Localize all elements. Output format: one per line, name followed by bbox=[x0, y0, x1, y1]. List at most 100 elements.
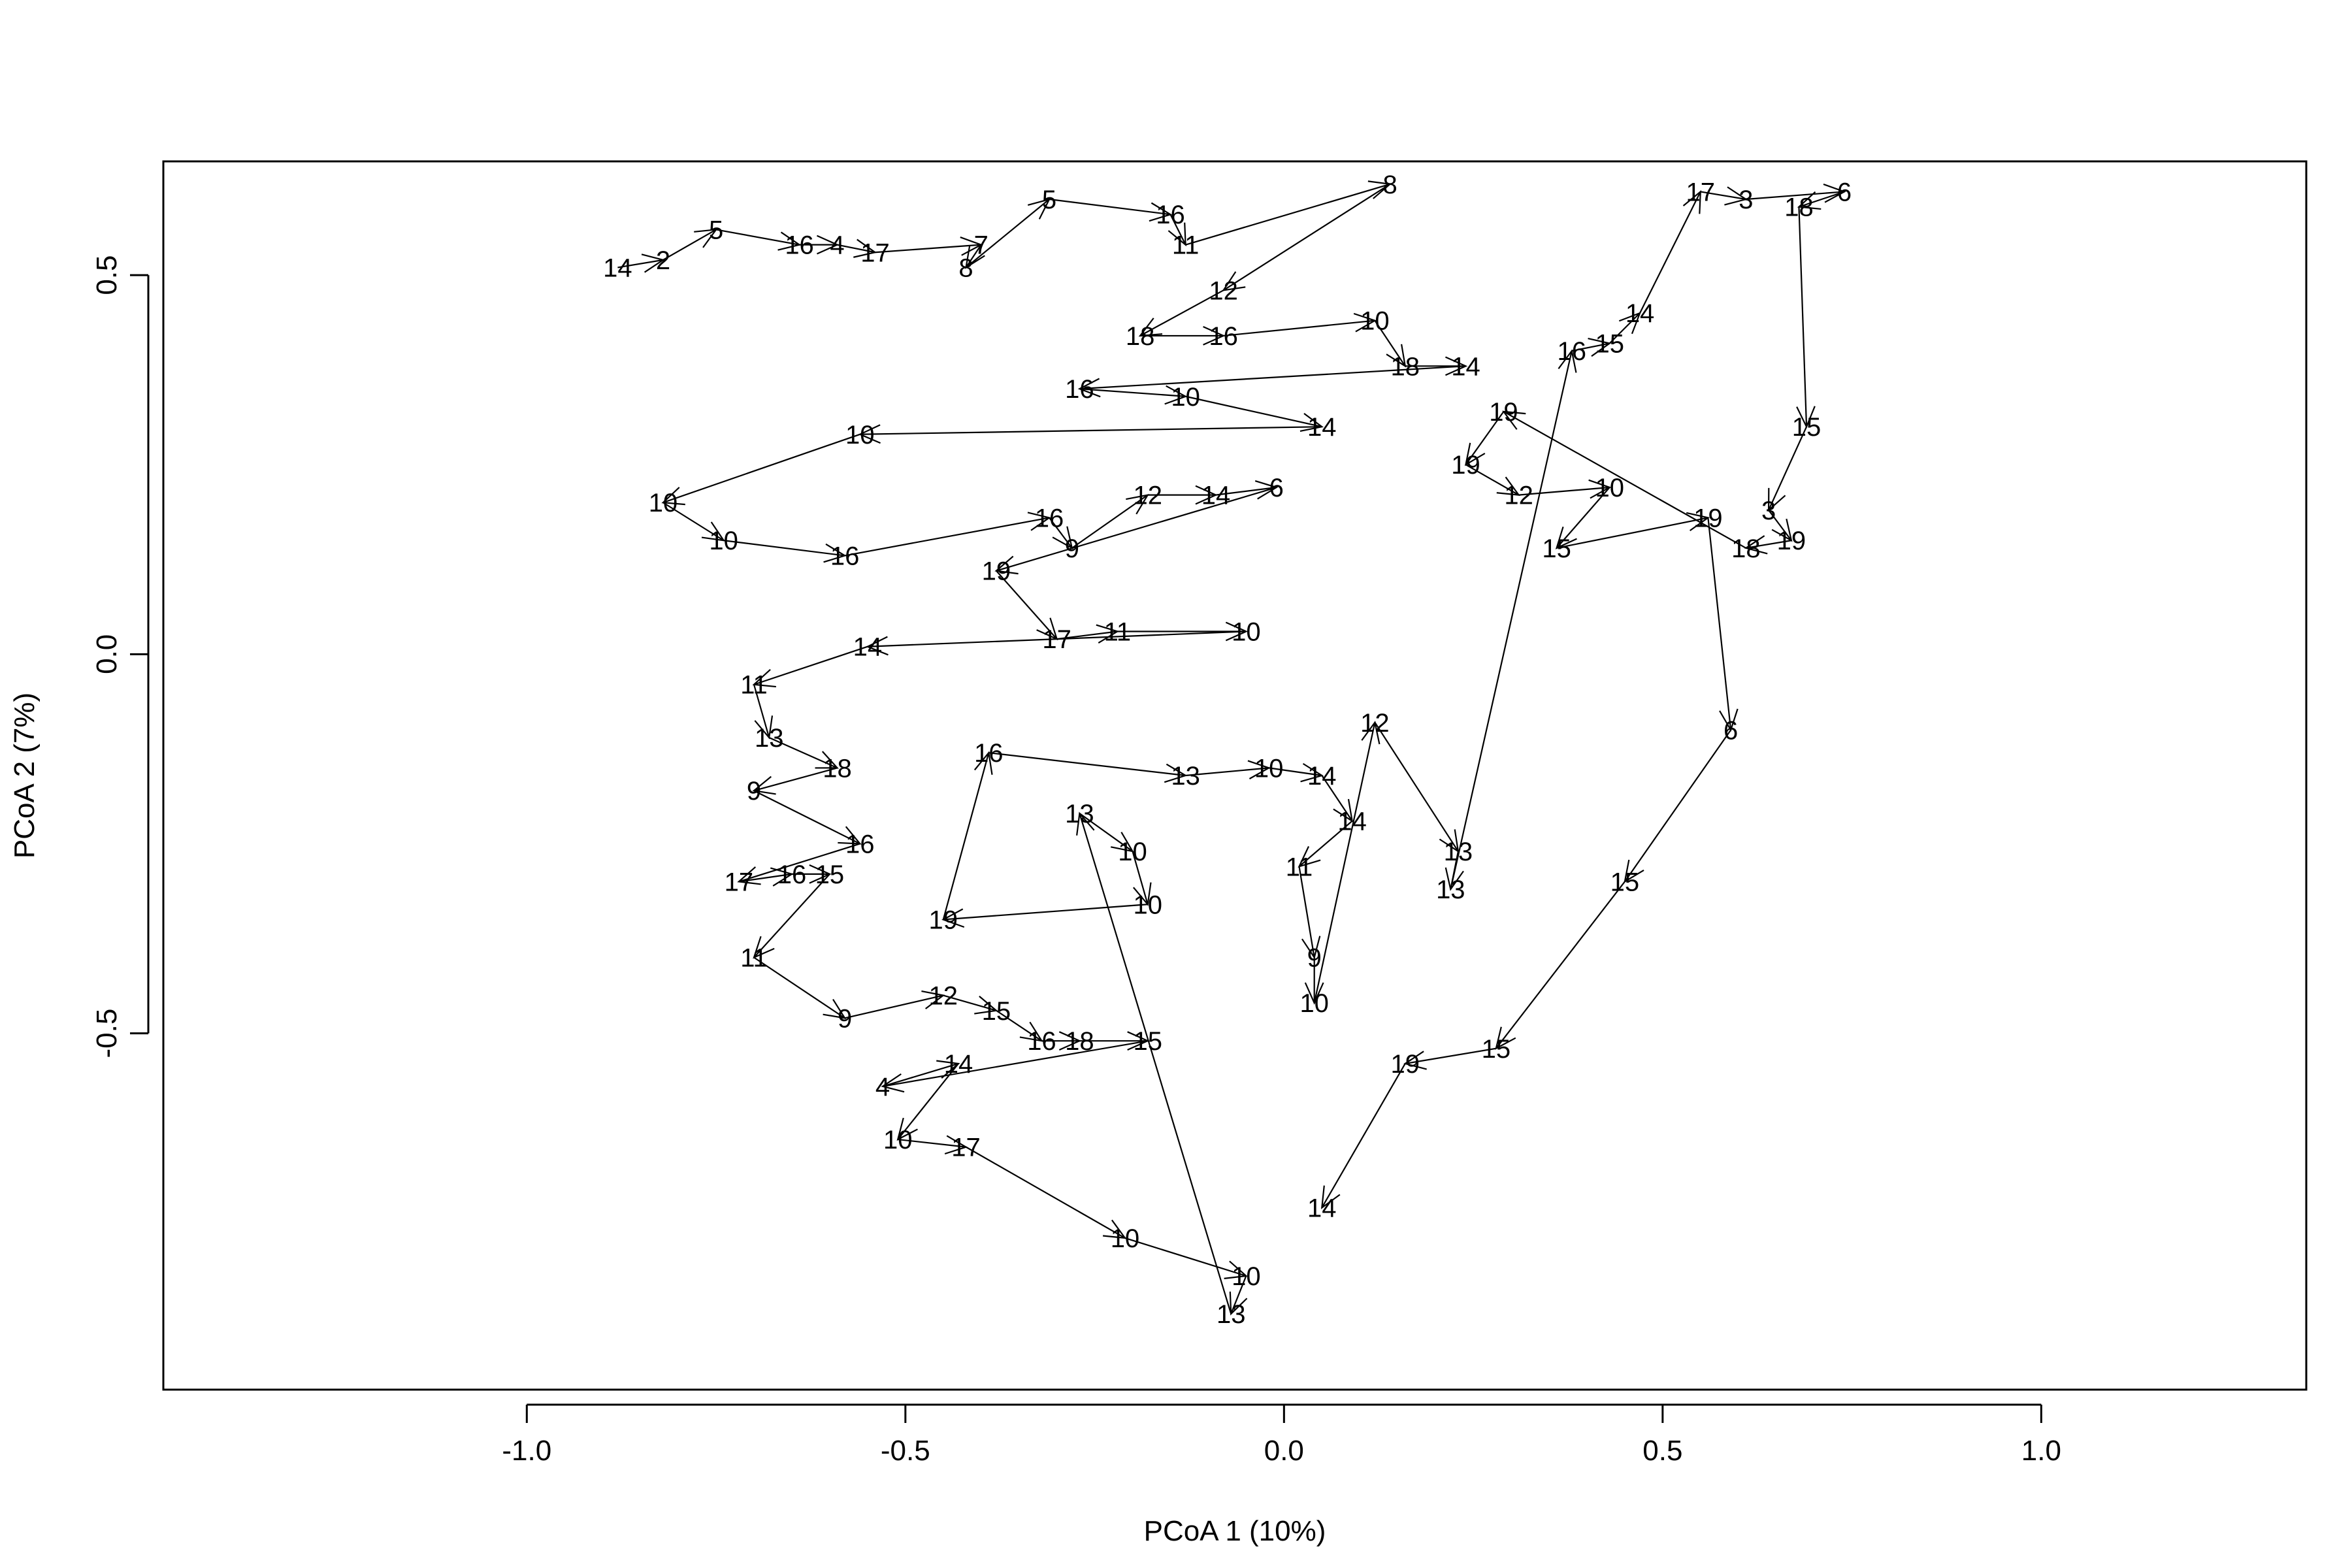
sample-label: 10 bbox=[709, 527, 738, 555]
sample-label: 15 bbox=[1610, 868, 1640, 896]
sample-label: 10 bbox=[1254, 754, 1284, 783]
sample-label: 15 bbox=[1542, 534, 1571, 563]
sample-label: 10 bbox=[1232, 618, 1261, 647]
sample-label: 14 bbox=[1307, 762, 1337, 791]
sample-label: 11 bbox=[1104, 618, 1132, 647]
y-axis: -0.5 0.0 0.5 bbox=[91, 255, 150, 1058]
x-axis: -1.0 -0.5 0.0 0.5 1.0 bbox=[502, 1403, 2061, 1467]
sample-label: 18 bbox=[1731, 534, 1761, 563]
sample-label: 14 bbox=[1451, 352, 1480, 381]
y-tick-label: 0.0 bbox=[91, 634, 123, 674]
sample-label: 13 bbox=[1444, 838, 1473, 866]
sample-label: 16 bbox=[1209, 322, 1238, 351]
sample-label: 19 bbox=[929, 906, 958, 934]
x-axis-title: PCoA 1 (10%) bbox=[1144, 1515, 1326, 1547]
sample-label: 14 bbox=[1201, 482, 1231, 510]
sample-label: 9 bbox=[838, 1004, 852, 1033]
sample-label: 16 bbox=[1558, 337, 1587, 366]
sample-label: 17 bbox=[725, 868, 754, 896]
sample-label: 10 bbox=[1111, 1224, 1140, 1253]
sample-label: 14 bbox=[1625, 299, 1655, 328]
sample-label: 19 bbox=[1391, 1050, 1420, 1079]
sample-label: 10 bbox=[1171, 383, 1200, 412]
sample-label: 3 bbox=[1739, 186, 1753, 214]
sample-label: 19 bbox=[1451, 451, 1480, 480]
sample-label: 10 bbox=[883, 1126, 913, 1154]
sample-label: 15 bbox=[982, 997, 1011, 1026]
sample-label: 13 bbox=[1436, 875, 1465, 904]
sample-label: 9 bbox=[1307, 944, 1322, 973]
sample-label: 17 bbox=[860, 238, 890, 267]
sample-label: 19 bbox=[1777, 527, 1806, 555]
y-tick-label: 0.5 bbox=[91, 255, 123, 295]
sample-label: 15 bbox=[1595, 330, 1624, 359]
sample-label: 16 bbox=[1027, 1027, 1056, 1056]
plot-frame bbox=[162, 160, 2308, 1391]
y-axis-title: PCoA 2 (7%) bbox=[8, 693, 41, 858]
sample-label: 11 bbox=[740, 671, 768, 700]
sample-label: 19 bbox=[982, 557, 1011, 586]
sample-label: 12 bbox=[1360, 709, 1390, 738]
sample-label: 15 bbox=[815, 860, 845, 889]
sample-label: 12 bbox=[1209, 276, 1238, 305]
sample-label: 4 bbox=[830, 231, 844, 260]
sample-label: 9 bbox=[1065, 534, 1079, 563]
sample-label: 19 bbox=[1693, 504, 1723, 532]
sample-label: 14 bbox=[944, 1050, 973, 1079]
sample-label: 15 bbox=[1482, 1035, 1511, 1064]
sample-label: 13 bbox=[1065, 800, 1094, 828]
sample-label: 5 bbox=[1042, 186, 1056, 214]
sample-label: 11 bbox=[740, 944, 768, 973]
sample-label: 16 bbox=[845, 830, 875, 858]
sample-label: 16 bbox=[974, 739, 1004, 768]
trajectory-arrow bbox=[1320, 1063, 1406, 1209]
sample-label: 18 bbox=[1126, 322, 1155, 351]
y-tick-label: -0.5 bbox=[91, 1009, 123, 1058]
sample-label: 10 bbox=[1595, 474, 1624, 502]
sample-label: 13 bbox=[1171, 762, 1200, 791]
sample-label: 17 bbox=[1686, 178, 1716, 206]
sample-label: 16 bbox=[785, 231, 814, 260]
sample-label: 13 bbox=[755, 724, 784, 753]
x-tick-label: -1.0 bbox=[502, 1435, 551, 1467]
sample-label: 3 bbox=[1761, 497, 1776, 525]
sample-label: 18 bbox=[1065, 1027, 1094, 1056]
x-tick-label: 0.5 bbox=[1642, 1435, 1682, 1467]
sample-label: 5 bbox=[709, 216, 723, 244]
sample-label: 8 bbox=[1382, 171, 1397, 199]
sample-label: 16 bbox=[777, 860, 807, 889]
sample-label: 12 bbox=[1504, 482, 1533, 510]
sample-label: 16 bbox=[830, 542, 860, 570]
sample-label: 14 bbox=[1337, 808, 1367, 836]
sample-label: 10 bbox=[845, 421, 875, 449]
sample-label: 15 bbox=[1792, 413, 1821, 442]
sample-label: 16 bbox=[1035, 504, 1064, 532]
sample-label: 14 bbox=[1307, 413, 1337, 442]
sample-label: 18 bbox=[823, 754, 852, 783]
sample-label: 4 bbox=[875, 1073, 890, 1102]
sample-label: 6 bbox=[1837, 178, 1852, 206]
sample-label: 6 bbox=[1723, 716, 1738, 745]
sample-label: 10 bbox=[649, 489, 678, 517]
sample-label: 2 bbox=[656, 246, 670, 275]
sample-label: 12 bbox=[929, 982, 958, 1011]
sample-label: 15 bbox=[1133, 1027, 1162, 1056]
sample-label: 17 bbox=[951, 1134, 981, 1162]
sample-label: 13 bbox=[1217, 1300, 1246, 1329]
x-tick-label: 0.0 bbox=[1264, 1435, 1304, 1467]
sample-label: 17 bbox=[1042, 625, 1071, 654]
sample-label: 14 bbox=[853, 633, 883, 662]
sample-label: 7 bbox=[974, 231, 988, 260]
sample-label: 8 bbox=[958, 253, 973, 282]
sample-label: 9 bbox=[747, 777, 761, 806]
sample-label: 10 bbox=[1299, 989, 1329, 1018]
sample-label: 10 bbox=[1232, 1262, 1261, 1291]
sample-label: 11 bbox=[1172, 231, 1200, 260]
sample-label: 18 bbox=[1391, 352, 1420, 381]
sample-label: 10 bbox=[1133, 890, 1162, 919]
sample-label: 16 bbox=[1065, 375, 1094, 404]
sample-label: 16 bbox=[1156, 201, 1185, 229]
